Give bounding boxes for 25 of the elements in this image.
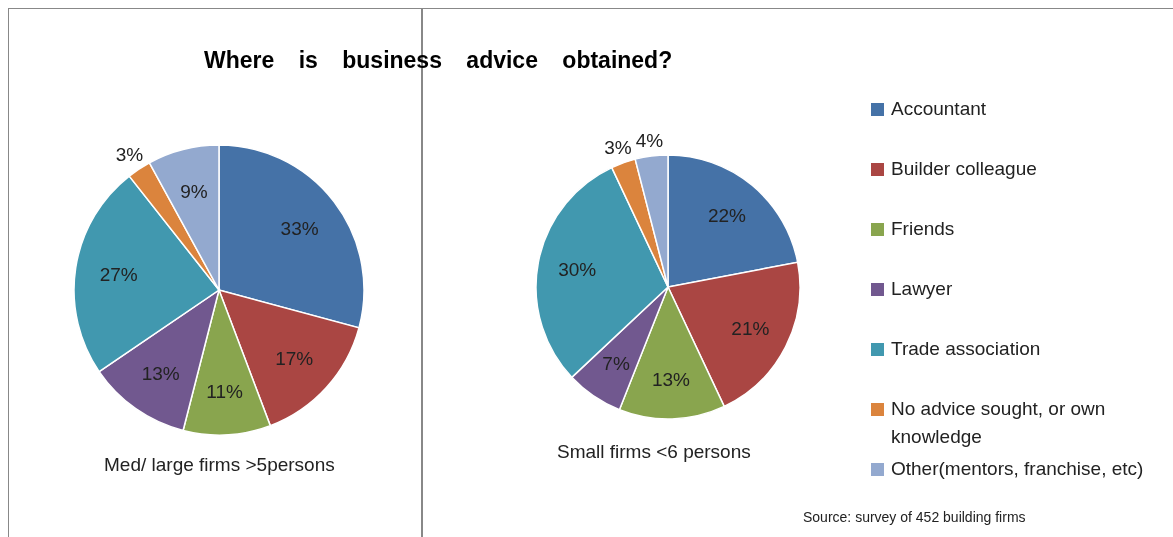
legend-label: No advice sought, or own knowledge [891, 397, 1107, 449]
data-label: 13% [141, 362, 180, 384]
source-note: Source: survey of 452 building firms [803, 509, 1026, 525]
legend-label: Accountant [891, 97, 987, 121]
text: Where is business advice obtained? [204, 47, 673, 74]
data-label: 11% [206, 380, 244, 402]
data-label: 21% [731, 318, 770, 340]
data-label: 30% [558, 259, 597, 281]
data-label: 4% [635, 129, 664, 151]
data-label: 3% [115, 144, 144, 165]
data-label: 33% [280, 217, 319, 239]
legend-label: Lawyer [891, 277, 953, 301]
data-label: 3% [604, 137, 632, 159]
data-label: 7% [602, 352, 630, 374]
legend-label: Trade association [891, 337, 1041, 361]
text: Med/ large firms >5persons [104, 454, 335, 476]
data-label: 13% [651, 368, 691, 390]
legend-label: Friends [891, 217, 955, 241]
data-label: 22% [707, 205, 747, 227]
data-label: 9% [180, 181, 208, 203]
data-label: 27% [99, 264, 138, 286]
legend-label: Builder colleague [891, 157, 1037, 181]
legend-label: Other(mentors, franchise, etc) [891, 457, 1144, 481]
text: Small firms <6 persons [557, 441, 751, 463]
data-label: 17% [275, 347, 314, 369]
